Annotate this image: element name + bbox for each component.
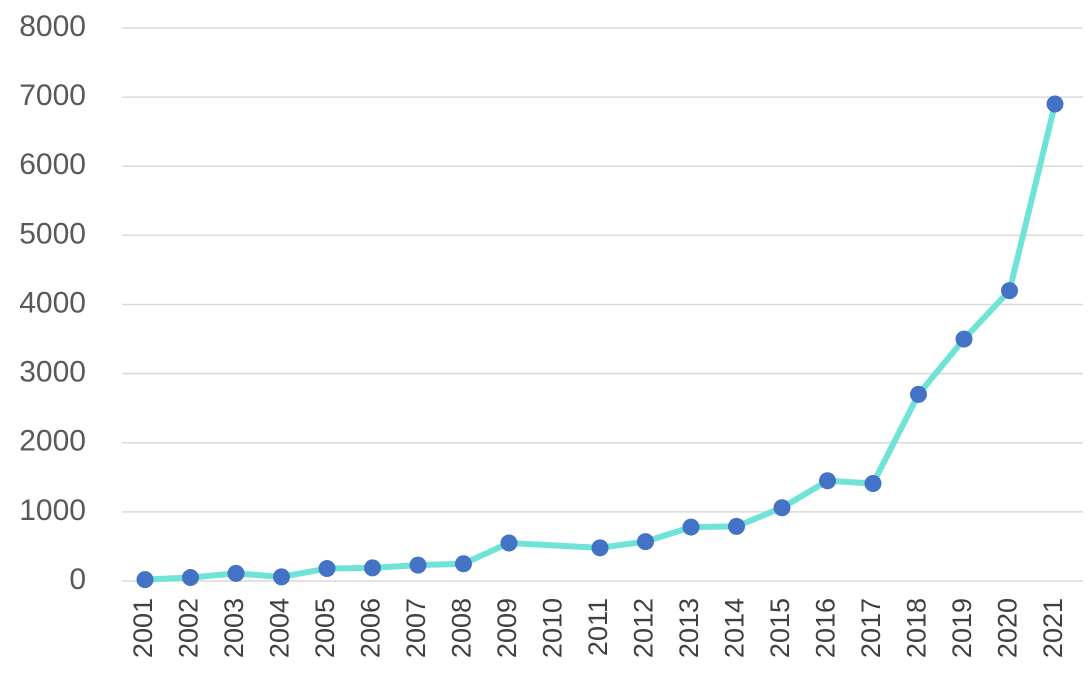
y-axis-tick-labels: 0 1000 2000 3000 4000 5000 6000 7000 8000 — [19, 10, 86, 596]
x-tick-label: 2019 — [947, 598, 977, 658]
x-tick-label: 2007 — [401, 598, 431, 658]
data-point-2021 — [1046, 95, 1064, 113]
x-tick-label: 2005 — [310, 598, 340, 658]
y-tick-label: 4000 — [19, 286, 86, 319]
x-tick-label: 2006 — [356, 598, 386, 658]
data-point-2002 — [182, 569, 199, 587]
x-tick-label: 2015 — [765, 598, 795, 658]
y-tick-label: 7000 — [19, 79, 86, 112]
gridlines — [122, 27, 1083, 582]
y-tick-label: 5000 — [19, 217, 86, 250]
data-point-2019 — [955, 330, 973, 348]
data-point-2011 — [591, 539, 609, 557]
y-tick-label: 0 — [69, 563, 86, 596]
x-tick-label: 2002 — [174, 598, 204, 658]
x-tick-label: 2021 — [1038, 598, 1068, 658]
x-tick-label: 2014 — [720, 598, 750, 658]
data-point-2004 — [273, 568, 290, 586]
y-tick-label: 8000 — [19, 10, 86, 43]
data-point-2003 — [227, 564, 245, 582]
x-tick-label: 2018 — [902, 598, 932, 658]
x-tick-label: 2003 — [219, 598, 249, 658]
x-tick-label: 2011 — [583, 598, 613, 656]
x-tick-label: 2001 — [128, 598, 158, 658]
x-tick-label: 2012 — [629, 598, 659, 658]
x-tick-label: 2016 — [811, 598, 841, 658]
data-point-2008 — [455, 555, 472, 573]
data-point-2014 — [728, 517, 745, 535]
x-tick-label: 2020 — [993, 598, 1023, 658]
data-point-2006 — [364, 559, 381, 577]
data-point-2007 — [409, 556, 427, 574]
x-tick-label: 2004 — [265, 598, 295, 658]
x-tick-label: 2017 — [856, 598, 886, 658]
y-tick-label: 2000 — [19, 425, 86, 458]
data-point-2015 — [773, 499, 791, 517]
series-line — [142, 101, 1058, 583]
x-tick-label: 2008 — [447, 598, 477, 658]
x-tick-label: 2009 — [492, 598, 522, 658]
data-point-2020 — [1001, 282, 1018, 300]
x-tick-label: 2010 — [538, 598, 568, 658]
series-group — [142, 101, 1058, 583]
data-point-2001 — [136, 571, 154, 589]
data-point-2005 — [318, 560, 336, 578]
y-tick-label: 3000 — [19, 356, 86, 389]
data-point-2016 — [819, 472, 836, 490]
y-tick-label: 6000 — [19, 148, 86, 181]
data-point-2012 — [637, 533, 654, 551]
data-point-2013 — [682, 518, 700, 536]
data-point-2018 — [910, 385, 927, 403]
x-tick-label: 2013 — [674, 598, 704, 658]
data-point-2009 — [500, 534, 518, 552]
data-points — [136, 95, 1064, 589]
x-axis-tick-labels: 2001 2002 2003 2004 2005 2006 2007 2008 2009 2010… — [128, 598, 1068, 658]
data-point-2017 — [864, 475, 882, 493]
y-tick-label: 1000 — [19, 494, 86, 527]
